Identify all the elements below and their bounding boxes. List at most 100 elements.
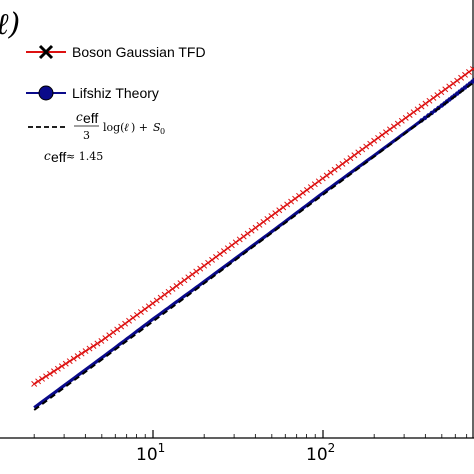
legend-swatch-lifshiz-marker [38,85,54,101]
fit-three: 3 [83,129,90,142]
series-boson-point [276,207,283,214]
series-boson-point [193,268,200,275]
series-boson-point [438,89,445,96]
series-boson-point [209,256,216,263]
legend-label-fit: c eff 3 log( ℓ ) + S 0 [74,110,165,142]
series-boson-point [248,227,255,234]
series-boson-point [43,373,49,380]
series-boson-point [430,94,437,101]
series-boson-point [39,375,46,382]
legend-label-boson: Boson Gaussian TFD [72,44,206,60]
series-layer [31,63,474,411]
series-boson-point [454,77,461,84]
series-boson-point [169,285,176,292]
x-tick-label-100: 102 [306,441,335,465]
legend-swatch-boson-marker [38,44,54,60]
series-boson-point [78,350,85,357]
series-boson-point [268,213,275,220]
series-boson-point [442,86,449,93]
series-boson-point [371,137,378,144]
fit-eff: eff [83,110,98,126]
series-boson-point [462,71,468,78]
legend-label-lifshiz: Lifshiz Theory [72,85,159,101]
series-boson-point [244,230,251,237]
series-boson-point [418,103,425,110]
series-boson-point [118,323,125,330]
series-boson-point [98,338,105,344]
series-boson-point [450,80,457,87]
series-boson-point [406,112,413,119]
series-boson-point [62,360,69,367]
series-boson-line [33,67,474,385]
series-boson-point [469,66,474,73]
fit-ell: ℓ [124,121,129,134]
series-boson-point [177,280,184,287]
x-tick-base-10: 10 [136,445,158,465]
series-lifshiz-point [422,115,428,121]
series-boson-point [367,140,374,147]
series-boson-point [260,218,267,225]
series-boson-point [414,106,421,113]
series-boson-point [58,363,65,370]
series-boson-point [351,152,358,159]
series-boson-point [205,259,212,266]
series-boson-point [327,169,334,176]
series-boson-point [50,368,57,375]
series-boson-point [280,204,287,211]
series-boson-point [185,274,192,281]
series-boson-point [66,358,73,365]
series-boson-point [224,245,231,252]
series-boson-point [232,239,239,246]
series-boson-point [236,236,243,243]
series-boson-point [165,288,172,295]
series-boson-point [422,100,429,107]
fit-zero: 0 [160,127,165,136]
series-boson-point [296,192,302,199]
series-boson-point [130,314,136,321]
y-axis-label-fragment: ℓ) [0,7,20,42]
series-boson-point [402,114,409,121]
series-boson-point [466,68,472,75]
series-boson-point [157,294,164,301]
series-boson-point [86,345,93,352]
x-tick-base-100: 10 [306,445,328,465]
series-boson-point [110,329,117,336]
series-boson-point [339,160,346,167]
series-boson-point [54,365,61,372]
series-boson-point [94,340,101,347]
series-boson-point [122,320,129,327]
series-lifshiz-point [470,79,474,84]
series-boson-point [35,378,42,385]
series-boson-point [228,242,235,249]
series-boson-point [173,283,180,289]
series-boson-point [74,353,81,360]
fit-S: S [153,121,161,134]
fit-log: log( [103,121,124,134]
series-boson-point [446,83,453,90]
ann-approx: ≈ 1.45 [66,150,103,163]
series-boson-point [201,262,208,269]
x-tick-exp-10: 1 [158,441,166,455]
series-boson-point [390,123,397,130]
series-boson-point [347,155,354,162]
series-boson-point [252,224,259,231]
series-boson-point [426,97,433,104]
series-boson-point [303,187,310,193]
series-boson-point [213,254,219,260]
series-boson-point [70,355,77,362]
series-boson-point [323,172,330,179]
series-boson-point [137,309,144,316]
series-boson-point [284,201,291,208]
ann-c: c [44,149,51,163]
series-boson-point [133,312,140,318]
series-boson-point [240,233,247,240]
series-boson-point [394,120,401,127]
series-boson-point [149,300,156,307]
series-boson-point [292,195,299,202]
series-boson-point [189,271,196,278]
series-boson-point [359,146,366,153]
series-boson-point [106,332,113,339]
series-boson-point [315,178,322,185]
series-boson-point [264,216,271,222]
